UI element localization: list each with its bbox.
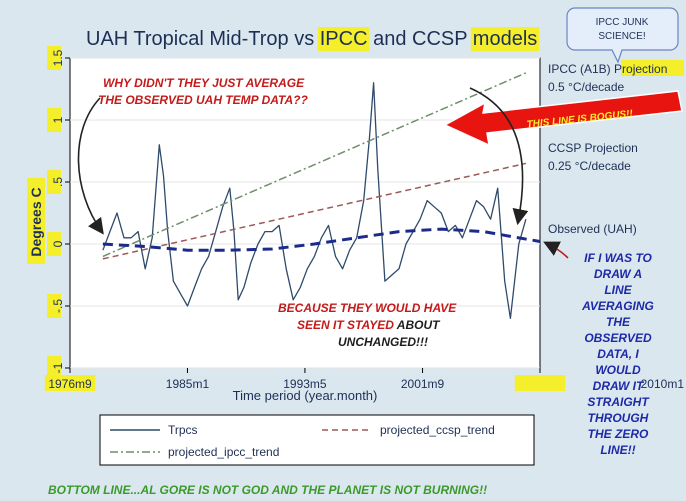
y-tick-label: 1 <box>51 116 65 123</box>
ccsp-label: CCSP Projection <box>548 141 638 155</box>
y-tick-highlight <box>47 46 61 70</box>
y-ticks: -1 -.5 0 .5 1 1.5 <box>47 46 70 380</box>
ipcc-rate: 0.5 °C/decade <box>548 80 625 94</box>
arrow-left <box>77 97 104 235</box>
y-tick-label: 1.5 <box>51 49 65 66</box>
title-part-2: and CCSP <box>368 28 473 50</box>
legend-label-ccsp: projected_ccsp_trend <box>380 423 495 437</box>
y-tick-highlight <box>47 108 61 132</box>
right-note-line: WOULD <box>595 363 641 377</box>
y-tick-highlight <box>47 170 61 194</box>
why-line-2: THE OBSERVED UAH TEMP DATA?? <box>98 93 308 107</box>
x-tick-label: 1993m5 <box>283 377 327 391</box>
right-note-line: LINE <box>604 283 632 297</box>
title-highlight <box>470 27 540 51</box>
y-axis-label: Degrees C <box>28 187 44 256</box>
bubble-line-1: IPCC JUNK <box>596 17 649 28</box>
right-note-line: DATA, I <box>597 347 639 361</box>
y-tick-label: 0 <box>51 240 65 247</box>
y-tick-highlight <box>47 356 61 380</box>
bogus-arrow: THIS LINE IS BOGUS!! <box>443 90 683 147</box>
bubble-shape <box>566 7 679 64</box>
right-note-line: DRAW A <box>594 267 642 281</box>
grid-lines <box>70 57 540 369</box>
bubble-line-2: SCIENCE! <box>598 31 645 42</box>
right-note-line: STRAIGHT <box>587 395 650 409</box>
right-note-line: IF I WAS TO <box>584 251 652 265</box>
because-annotation: BECAUSE THEY WOULD HAVE SEEN IT STAYED A… <box>278 301 457 349</box>
arrow-right <box>469 87 529 226</box>
speech-bubble: IPCC JUNK SCIENCE! <box>566 7 679 64</box>
right-note-line: THROUGH <box>588 411 649 425</box>
because-line-2b: ABOUT <box>396 318 441 332</box>
chart-title: UAH Tropical Mid-Trop vs IPCC and CCSP m… <box>86 28 537 50</box>
ipcc-label-b: Projection <box>614 62 667 76</box>
x-tick-label: 2010m1 <box>641 377 685 391</box>
why-annotation: WHY DIDN'T THEY JUST AVERAGE THE OBSERVE… <box>98 76 308 107</box>
x-axis-label: Time period (year.month) <box>233 388 378 403</box>
x-tick-label: 1976m9 <box>48 377 92 391</box>
x-tick-label: 2001m9 <box>401 377 445 391</box>
legend: Trpcs projected_ccsp_trend projected_ipc… <box>99 414 535 466</box>
because-line-3: UNCHANGED!!! <box>338 335 428 349</box>
bottom-line-text: BOTTOM LINE...AL GORE IS NOT GOD AND THE… <box>48 483 487 497</box>
right-note-line: OBSERVED <box>584 331 652 345</box>
title-part-0: UAH Tropical Mid-Trop vs <box>86 28 320 50</box>
because-line-1: BECAUSE THEY WOULD HAVE <box>278 301 457 315</box>
x-tick-label: 1985m1 <box>166 377 210 391</box>
title-part-models: models <box>473 28 537 50</box>
y-tick-highlight <box>47 232 61 256</box>
right-labels: IPCC (A1B) Projection 0.5 °C/decade CCSP… <box>548 60 684 236</box>
because-line-2: SEEN IT STAYED ABOUT <box>297 318 441 332</box>
ipcc-label-a: IPCC (A1B) <box>548 62 614 76</box>
right-note-line: THE ZERO <box>588 427 649 441</box>
because-line-2a: SEEN IT STAYED <box>297 318 397 332</box>
ipcc-label: IPCC (A1B) Projection <box>548 62 667 76</box>
ylabel-highlight <box>27 178 45 264</box>
y-tick-label: -.5 <box>51 299 65 313</box>
series-group <box>102 72 541 320</box>
legend-box <box>99 414 535 466</box>
right-note-line: AVERAGING <box>581 299 654 313</box>
series-line-2 <box>102 162 527 260</box>
title-highlight <box>317 27 370 51</box>
title-part-ipcc: IPCC <box>320 28 368 50</box>
series-line-1 <box>102 72 527 258</box>
y-tick-label: -1 <box>51 362 65 373</box>
observed-label: Observed (UAH) <box>548 222 637 236</box>
right-note-line: THE <box>606 315 631 329</box>
legend-label-trpcs: Trpcs <box>168 423 198 437</box>
right-note-line: DRAW IT <box>593 379 645 393</box>
right-note-line: LINE!! <box>600 443 635 457</box>
x-tick-highlight <box>44 375 96 391</box>
ccsp-rate: 0.25 °C/decade <box>548 159 631 173</box>
why-line-1: WHY DIDN'T THEY JUST AVERAGE <box>103 76 305 90</box>
projection-highlight <box>621 60 684 76</box>
y-tick-highlight <box>47 294 61 318</box>
plot-area <box>69 57 541 369</box>
bogus-arrow-shape <box>443 90 683 147</box>
right-note: IF I WAS TO DRAW A LINE AVERAGING THE OBSERVE… <box>581 251 654 457</box>
legend-label-ipcc: projected_ipcc_trend <box>168 445 279 459</box>
arrow-red-small <box>543 241 569 259</box>
series-line-3 <box>102 227 541 252</box>
x-ticks: 1976m9 1985m1 1993m5 2001m9 2010m1 <box>44 368 685 391</box>
y-tick-label: .5 <box>51 177 65 187</box>
x-tick-highlight <box>514 375 566 391</box>
